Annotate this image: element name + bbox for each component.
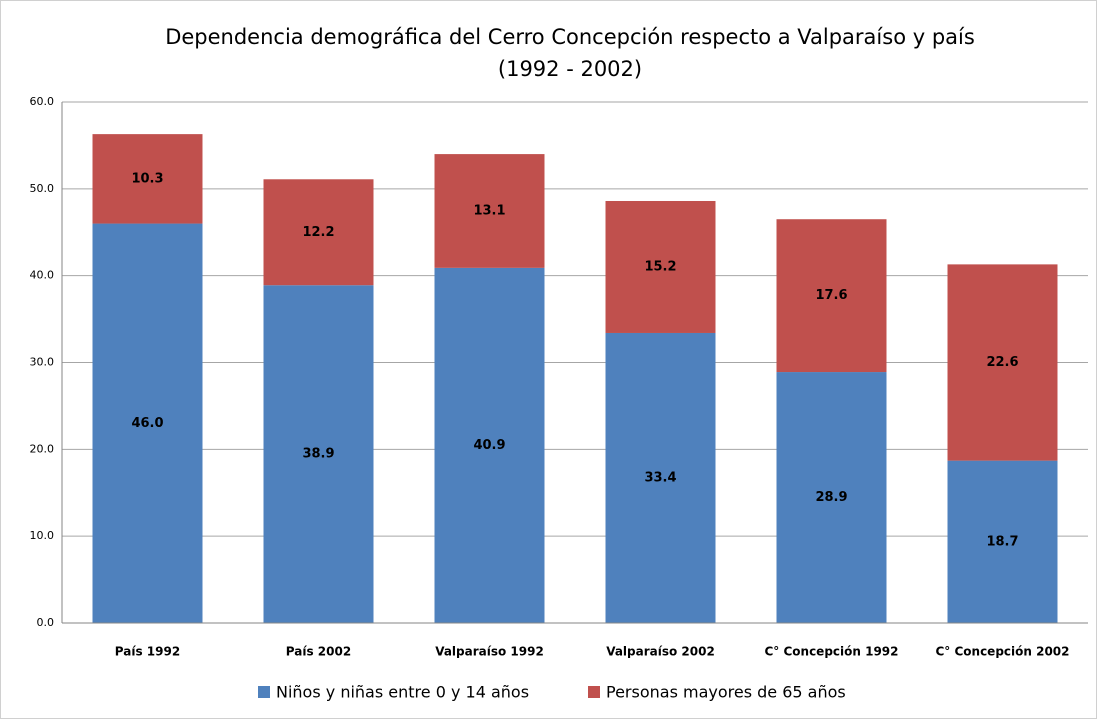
- data-label: 46.0: [131, 416, 163, 431]
- data-label: 10.3: [131, 171, 163, 186]
- bar-segment: [92, 223, 203, 624]
- bar-segment: [947, 264, 1058, 461]
- y-tick-label: 40.0: [30, 269, 55, 282]
- bar-segment: [263, 285, 374, 623]
- y-tick-label: 30.0: [30, 356, 55, 369]
- bar-segment: [434, 154, 545, 268]
- data-label: 22.6: [986, 355, 1018, 370]
- chart-title: Dependencia demográfica del Cerro Concep…: [165, 25, 975, 49]
- y-tick-label: 0.0: [37, 616, 55, 629]
- legend-label: Personas mayores de 65 años: [606, 683, 846, 702]
- data-label: 18.7: [986, 534, 1018, 549]
- bar-segment: [92, 134, 203, 224]
- legend-swatch: [258, 686, 270, 698]
- chart-subtitle: (1992 - 2002): [498, 57, 642, 81]
- data-label: 28.9: [815, 490, 847, 505]
- bar-segment: [947, 460, 1058, 623]
- bar-segment: [776, 219, 887, 373]
- x-tick-label: C° Concepción 2002: [935, 645, 1069, 659]
- bar-segment: [434, 267, 545, 623]
- bar-segment: [605, 332, 716, 623]
- x-tick-label: País 2002: [286, 645, 351, 659]
- bar-segment: [605, 200, 716, 333]
- data-label: 40.9: [473, 438, 505, 453]
- x-tick-label: Valparaíso 1992: [435, 645, 544, 659]
- x-tick-label: País 1992: [115, 645, 180, 659]
- data-label: 15.2: [644, 259, 676, 274]
- data-label: 12.2: [302, 225, 334, 240]
- legend-label: Niños y niñas entre 0 y 14 años: [276, 683, 529, 702]
- y-tick-label: 60.0: [30, 95, 55, 108]
- x-tick-label: Valparaíso 2002: [606, 645, 715, 659]
- data-label: 13.1: [473, 203, 505, 218]
- y-tick-label: 10.0: [30, 529, 55, 542]
- bar-segment: [776, 372, 887, 623]
- data-label: 38.9: [302, 447, 334, 462]
- x-tick-label: C° Concepción 1992: [764, 645, 898, 659]
- y-tick-label: 20.0: [30, 442, 55, 455]
- data-label: 33.4: [644, 470, 676, 485]
- y-tick-label: 50.0: [30, 182, 55, 195]
- legend-swatch: [588, 686, 600, 698]
- data-label: 17.6: [815, 288, 847, 303]
- bar-segment: [263, 179, 374, 286]
